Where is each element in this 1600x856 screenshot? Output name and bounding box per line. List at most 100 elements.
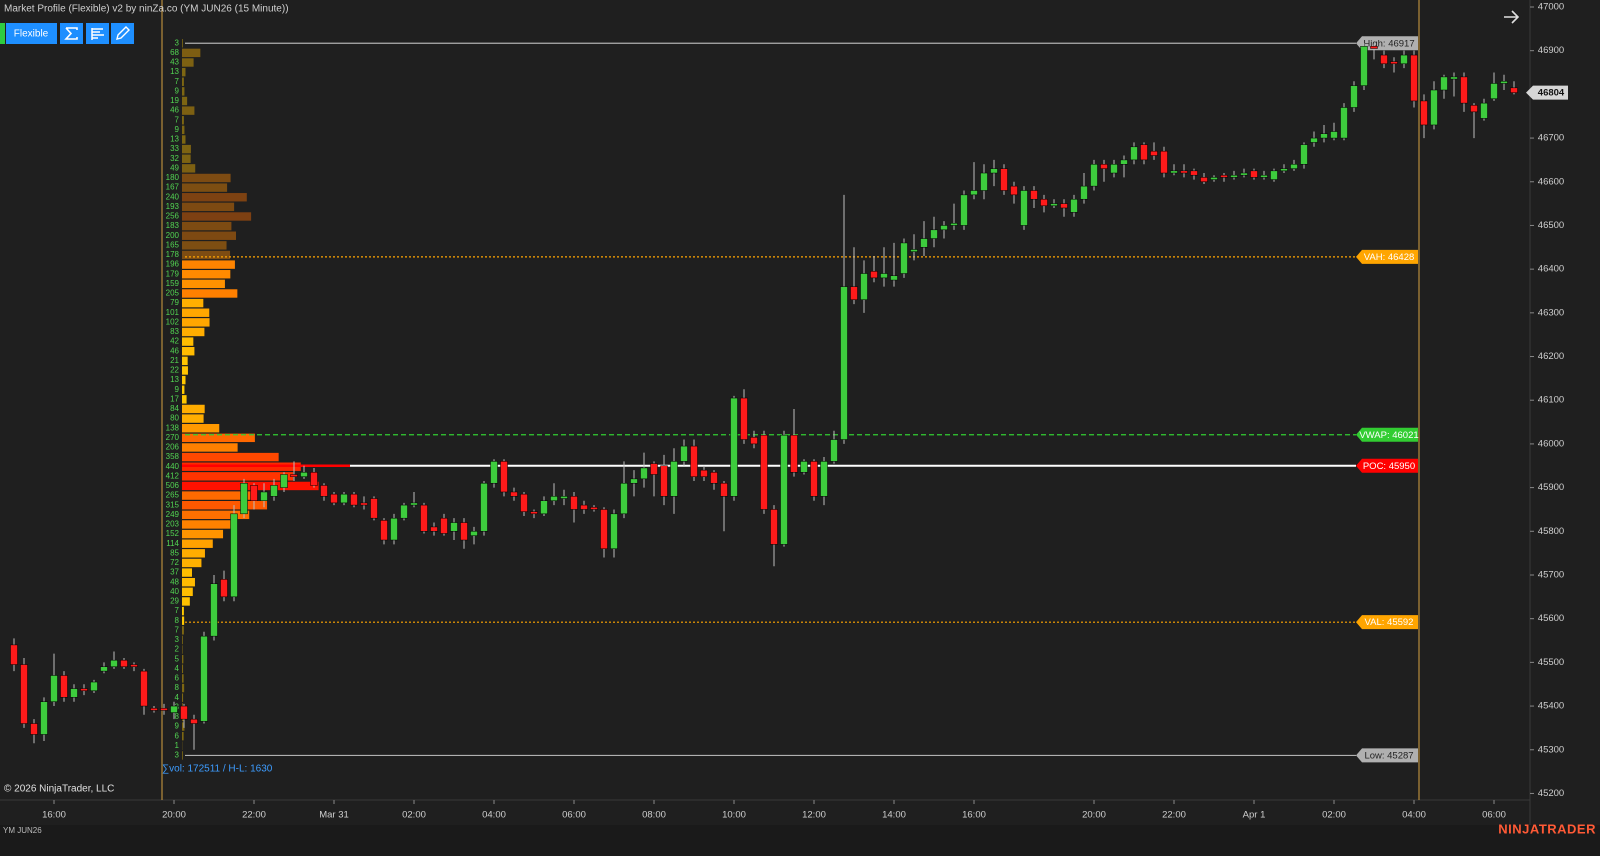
profile-bar <box>182 106 195 115</box>
profile-bar <box>182 443 238 452</box>
candle-body <box>400 504 408 519</box>
profile-bar <box>182 116 184 125</box>
candle-body <box>220 579 228 598</box>
profile-bar <box>182 635 183 645</box>
candle-body <box>1320 133 1328 139</box>
profile-bar <box>182 67 186 77</box>
profile-label: 4 <box>175 693 180 702</box>
candle-body <box>1050 203 1058 207</box>
profile-label: 193 <box>166 202 180 211</box>
x-tick-label: 20:00 <box>162 810 186 821</box>
profile-label: 8 <box>175 683 180 692</box>
profile-label: 17 <box>170 394 179 403</box>
y-tick-label: 45600 <box>1538 613 1564 624</box>
profile-label: 167 <box>166 183 180 192</box>
candle-body <box>1160 150 1168 174</box>
profile-bar <box>182 683 185 693</box>
sum-icon <box>64 27 78 40</box>
candle-body <box>250 485 258 501</box>
profile-bar <box>182 221 232 231</box>
profile-label: 196 <box>166 260 180 269</box>
candle-body <box>740 397 748 440</box>
profile-label: 33 <box>170 144 179 153</box>
profile-label: 358 <box>166 452 180 461</box>
y-tick-label: 46900 <box>1538 45 1564 56</box>
profile-label: 8 <box>175 616 180 625</box>
profile-label: 249 <box>166 510 180 519</box>
candle-body <box>1450 76 1458 80</box>
candle-body <box>410 502 418 506</box>
candle-body <box>1270 170 1278 180</box>
copyright: © 2026 NinjaTrader, LLC <box>4 784 114 795</box>
candle-body <box>640 467 648 480</box>
candle-body <box>560 496 568 499</box>
candle-body <box>570 496 578 510</box>
candle-body <box>670 461 678 497</box>
profile-label: 13 <box>170 67 179 76</box>
candle-body <box>1030 190 1038 200</box>
profile-label: 9 <box>175 125 180 134</box>
candle-body <box>500 461 508 493</box>
profile-label: 3 <box>175 751 180 760</box>
level-tag <box>1356 249 1418 264</box>
arrow-button[interactable] <box>1504 10 1520 24</box>
y-tick-label: 46200 <box>1538 351 1564 362</box>
candle-body <box>1480 102 1488 119</box>
profile-bar <box>182 48 201 58</box>
candle-body <box>1200 177 1208 183</box>
candle-body <box>1440 76 1448 91</box>
candle-body <box>1300 144 1308 165</box>
candle-body <box>100 666 108 672</box>
candle-body <box>270 485 278 497</box>
mode-button-label: Flexible <box>14 29 49 40</box>
profile-label: 200 <box>166 231 180 240</box>
candle-body <box>610 513 618 550</box>
x-tick-label: 22:00 <box>242 810 266 821</box>
profile-bar <box>182 529 224 539</box>
candle-body <box>40 701 48 735</box>
profile-label: 8 <box>175 712 180 721</box>
profile-bar <box>182 654 184 664</box>
profile-label: 40 <box>170 587 179 596</box>
y-tick-label: 46300 <box>1538 307 1564 318</box>
profile-bar <box>182 404 205 414</box>
candle-body <box>510 491 518 497</box>
profile-label: 7 <box>175 115 180 124</box>
candle-body <box>620 482 628 515</box>
candle-body <box>1330 131 1338 139</box>
candle-body <box>1240 172 1248 176</box>
candle-body <box>1080 185 1088 200</box>
level-label: High: 46917 <box>1363 38 1414 49</box>
candle-body <box>390 517 398 541</box>
x-tick-label: 10:00 <box>722 810 746 821</box>
profile-button[interactable] <box>86 23 109 44</box>
candle-body <box>1420 100 1428 126</box>
profile-bar <box>182 597 190 606</box>
profile-bar <box>182 347 195 356</box>
x-tick-label: 16:00 <box>962 810 986 821</box>
profile-label: 114 <box>166 539 179 548</box>
y-tick-label: 46400 <box>1538 264 1564 275</box>
candle-body <box>210 583 218 637</box>
profile-label: 42 <box>170 337 179 346</box>
x-tick-label: 08:00 <box>642 810 666 821</box>
profile-label: 178 <box>166 250 180 259</box>
profile-label: 240 <box>166 192 180 201</box>
candle-body <box>1140 144 1148 161</box>
profile-label: 7 <box>175 77 180 86</box>
profile-bar <box>182 202 235 212</box>
y-tick-label: 46500 <box>1538 220 1564 231</box>
candle-body <box>920 238 928 248</box>
instrument-label: YM JUN26 <box>3 826 42 835</box>
candle-body <box>1230 174 1238 178</box>
draw-button[interactable] <box>111 23 134 44</box>
mode-button[interactable] <box>6 23 57 44</box>
profile-bar <box>182 674 184 683</box>
candle-body <box>750 437 758 445</box>
profile-bar <box>182 260 235 269</box>
profile-bar <box>182 154 191 163</box>
candle-body <box>860 273 868 300</box>
candle-body <box>460 522 468 541</box>
profile-bar <box>182 645 183 654</box>
